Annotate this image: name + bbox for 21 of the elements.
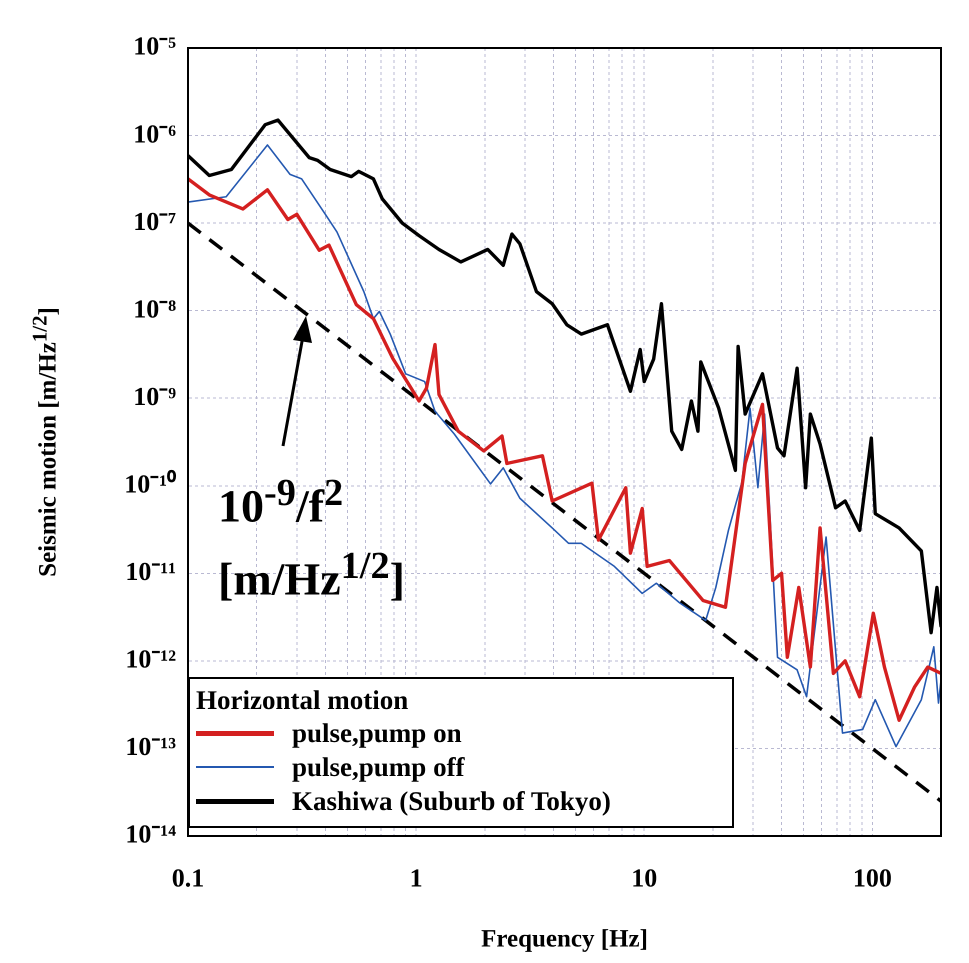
x-tick-label: 0.1: [172, 863, 204, 892]
legend-title: Horizontal motion: [196, 685, 410, 716]
x-axis-title: Frequency [Hz]: [481, 925, 648, 952]
annotation: [m/Hz$^{1/2}$]: [218, 544, 405, 607]
legend-label: Kashiwa (Suburb of Tokyo): [292, 785, 611, 818]
y-tick-label: 10⁻¹³: [125, 732, 176, 762]
y-tick-label: 10⁻¹⁰: [124, 469, 177, 498]
legend-label: pulse,pump on: [292, 717, 462, 750]
legend-label: pulse,pump off: [292, 751, 465, 784]
annotation: 10$^{-9}$/f$^{2}$: [218, 471, 344, 534]
x-tick-label: 10: [631, 863, 658, 892]
x-tick-label: 100: [852, 863, 892, 892]
y-tick-label: 10⁻¹¹: [125, 557, 176, 586]
y-tick-label: 10⁻⁶: [133, 119, 176, 148]
y-tick-label: 10⁻¹²: [125, 644, 176, 674]
y-tick-label: 10⁻⁷: [133, 206, 176, 236]
y-tick-label: 10⁻⁹: [133, 382, 176, 411]
x-tick-label: 1: [410, 863, 423, 892]
y-tick-label: 10⁻¹⁴: [125, 820, 176, 849]
y-tick-label: 10⁻⁵: [133, 32, 176, 61]
y-tick-label: 10⁻⁸: [133, 294, 176, 324]
